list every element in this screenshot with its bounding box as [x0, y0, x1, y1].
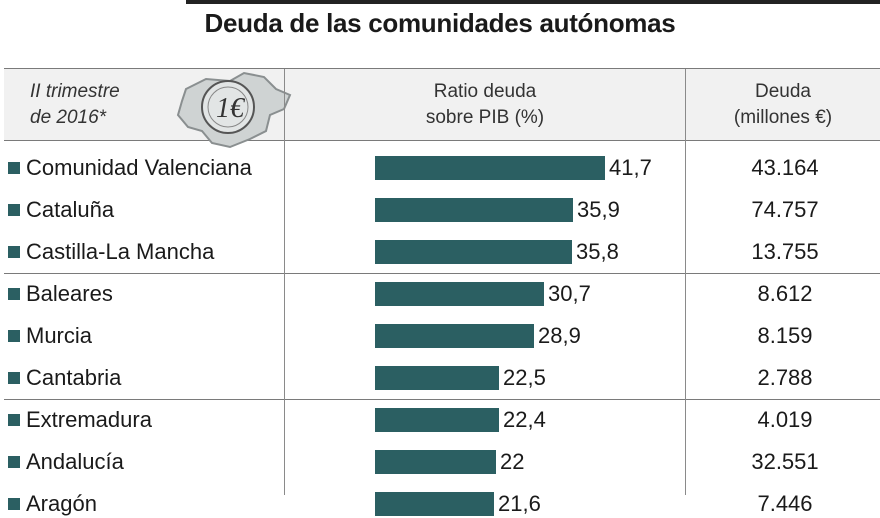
- row-bullet: [8, 330, 20, 342]
- group-separator: [4, 273, 880, 274]
- row-label: Baleares: [8, 280, 113, 308]
- bar: [375, 324, 534, 348]
- row-name: Comunidad Valenciana: [26, 155, 252, 180]
- row-bullet: [8, 372, 20, 384]
- row-bullet: [8, 498, 20, 510]
- row-label: Extremadura: [8, 406, 152, 434]
- row-label: Castilla-La Mancha: [8, 238, 214, 266]
- row-label: Comunidad Valenciana: [8, 154, 252, 182]
- coin-text: 1€: [216, 93, 246, 124]
- row-label: Murcia: [8, 322, 92, 350]
- row-name: Baleares: [26, 281, 113, 306]
- debt-value: 74.757: [751, 197, 819, 222]
- ratio-column-header: Ratio deuda sobre PIB (%): [285, 79, 685, 131]
- bar: [375, 492, 494, 516]
- bar-value: 41,7: [609, 155, 652, 180]
- bar-value: 22: [500, 449, 525, 474]
- row-name: Murcia: [26, 323, 93, 348]
- row-name: Extremadura: [26, 407, 152, 432]
- bar: [375, 450, 496, 474]
- row-bullet: [8, 162, 20, 174]
- group-separator: [4, 399, 880, 400]
- row-name: Cantabria: [26, 365, 122, 390]
- row-label: Aragón: [8, 490, 97, 518]
- bar-value: 22,5: [503, 365, 546, 390]
- row-name: Castilla-La Mancha: [26, 239, 215, 264]
- bar-value: 35,9: [577, 197, 620, 222]
- column-separator: [284, 140, 285, 495]
- row-bullet: [8, 288, 20, 300]
- debt-value: 32.551: [751, 449, 819, 474]
- chart-title: Deuda de las comunidades autónomas: [204, 8, 676, 38]
- bar-value: 35,8: [576, 239, 619, 264]
- bar-value: 21,6: [498, 491, 541, 516]
- bar: [375, 156, 605, 180]
- debt-column-header: Deuda (millones €): [686, 79, 880, 131]
- period-label: II trimestre de 2016*: [30, 79, 120, 131]
- bar: [375, 282, 544, 306]
- debt-value: 7.446: [757, 491, 813, 516]
- row-bullet: [8, 456, 20, 468]
- bar-value: 28,9: [538, 323, 581, 348]
- period-line-2: de 2016*: [30, 107, 107, 128]
- debt-value: 4.019: [757, 407, 813, 432]
- header-separator-1: [284, 69, 285, 140]
- debt-header-line-2: (millones €): [733, 107, 833, 128]
- bar-value: 22,4: [503, 407, 546, 432]
- row-label: Cataluña: [8, 196, 114, 224]
- bar: [375, 240, 572, 264]
- table-header: II trimestre de 2016* 1€ Ratio deuda sob…: [4, 68, 880, 149]
- top-rule: [186, 0, 880, 4]
- bar: [375, 198, 573, 222]
- table-body: Comunidad Valenciana 41,7 43.164 Cataluña 35…: [4, 140, 880, 516]
- column-separator: [685, 140, 686, 495]
- coin-map-icon: 1€: [176, 71, 292, 149]
- debt-value: 43.164: [751, 155, 819, 180]
- row-bullet: [8, 246, 20, 258]
- bar: [375, 408, 499, 432]
- row-name: Andalucía: [26, 449, 124, 474]
- row-name: Cataluña: [26, 197, 115, 222]
- debt-value: 2.788: [757, 365, 813, 390]
- debt-value: 13.755: [751, 239, 819, 264]
- debt-value: 8.612: [757, 281, 813, 306]
- row-label: Andalucía: [8, 448, 124, 476]
- header-separator-2: [685, 69, 686, 140]
- row-bullet: [8, 204, 20, 216]
- row-label: Cantabria: [8, 364, 121, 392]
- period-line-1: II trimestre: [30, 81, 120, 102]
- debt-header-line-1: Deuda: [755, 81, 811, 102]
- bar: [375, 366, 499, 390]
- debt-value: 8.159: [757, 323, 813, 348]
- ratio-header-line-1: Ratio deuda: [433, 81, 537, 102]
- row-bullet: [8, 414, 20, 426]
- bar-value: 30,7: [548, 281, 591, 306]
- ratio-header-line-2: sobre PIB (%): [425, 107, 545, 128]
